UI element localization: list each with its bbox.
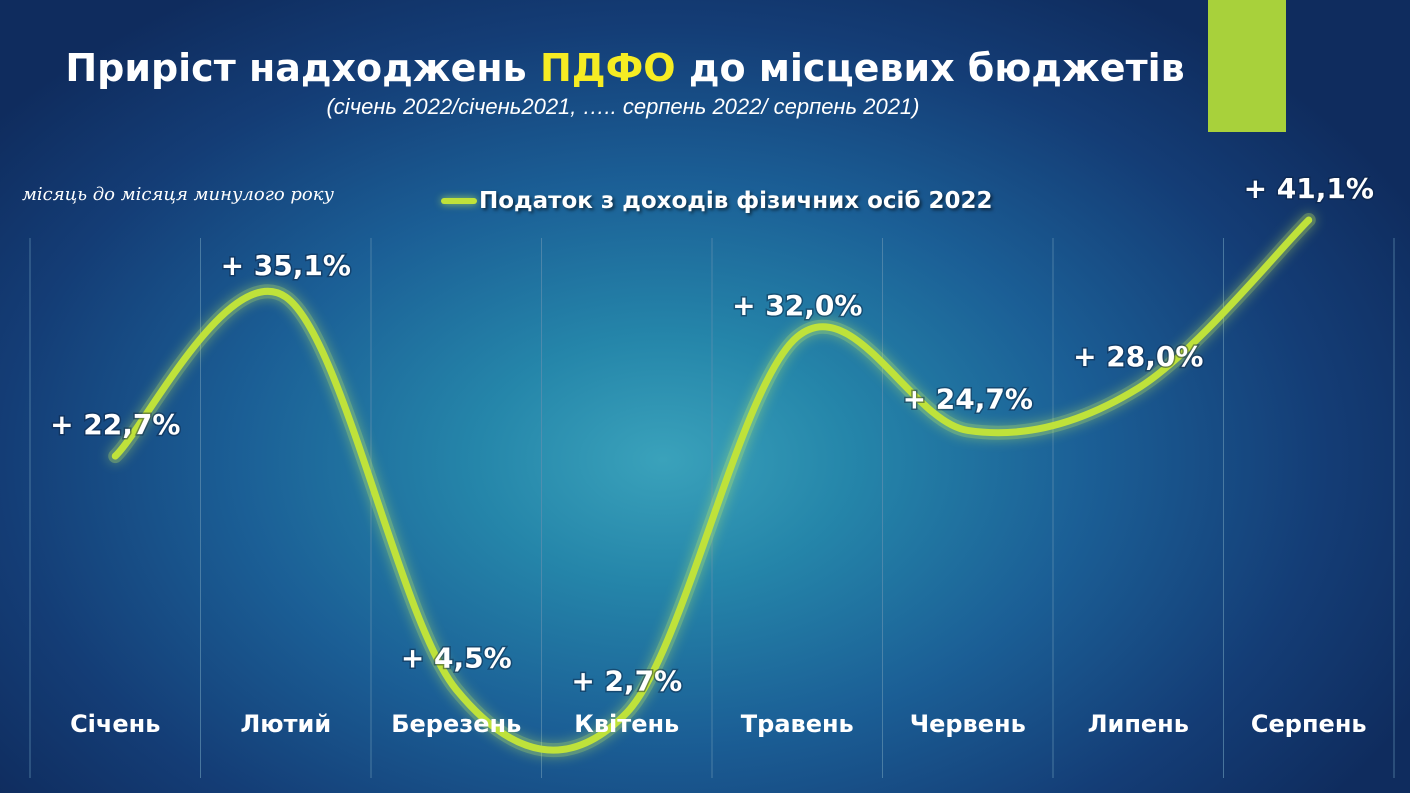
title-part-2: до місцевих бюджетів [675,46,1185,90]
data-label: + 32,0% [732,289,862,322]
data-label: + 2,7% [571,665,682,698]
data-label: + 4,5% [401,642,512,675]
x-axis-ticks: Січень Лютий Березень Квітень Травень Червень… [70,710,1367,738]
x-tick-label: Липень [1088,710,1189,738]
series-line [111,216,1313,754]
data-label: + 35,1% [221,249,351,282]
data-label: + 28,0% [1073,340,1203,373]
chart-subtitle: (січень 2022/січень2021, ….. серпень 202… [326,94,920,119]
data-label: + 41,1% [1244,172,1374,205]
x-tick-label: Червень [910,710,1026,738]
data-label: + 22,7% [50,408,180,441]
title-part-1: Приріст надходжень [65,46,540,90]
axis-note: місяць до місяця минулого року [22,184,334,205]
data-labels: + 22,7% + 35,1% + 4,5% + 2,7% + 32,0% + 24,7%… [49,171,1376,700]
series-lines [108,213,1316,758]
accent-rectangle [1208,0,1286,132]
legend-swatch [441,198,477,204]
x-tick-label: Лютий [240,710,331,738]
x-tick-label: Серпень [1251,710,1367,738]
x-tick-label: Січень [70,710,160,738]
data-label: + 24,7% [903,382,1033,415]
legend: Податок з доходів фізичних осіб 2022 [441,186,993,216]
x-tick-label: Квітень [574,710,679,738]
title-highlight: ПДФО [539,46,676,90]
chart-title: Приріст надходжень ПДФО до місцевих бюдж… [0,44,1250,92]
x-tick-label: Березень [391,710,521,738]
legend-label: Податок з доходів фізичних осіб 2022 [479,188,993,214]
x-tick-label: Травень [741,710,854,738]
